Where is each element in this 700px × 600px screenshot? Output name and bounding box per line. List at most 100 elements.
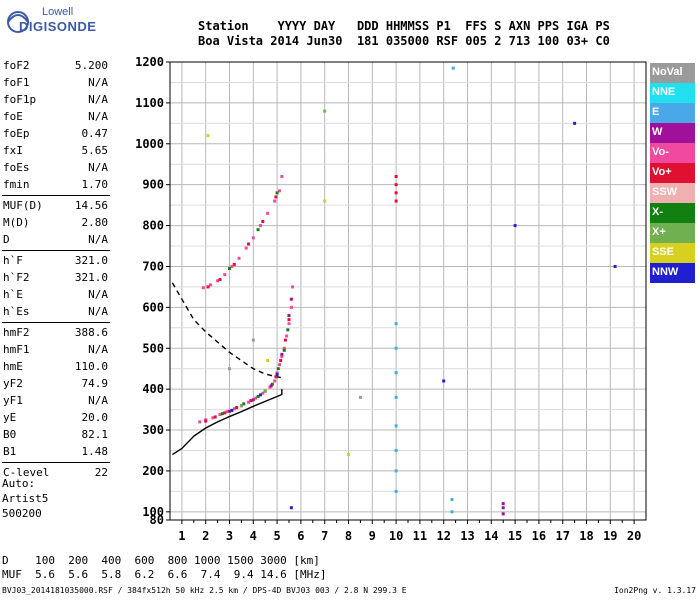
y-tick-label: 1000 bbox=[135, 137, 164, 151]
x-tick-label: 19 bbox=[603, 529, 617, 543]
param-name: C-level bbox=[3, 466, 50, 479]
param-value: 74.9 bbox=[81, 377, 109, 390]
echo-point bbox=[276, 367, 280, 371]
param-row: yE 20.0 bbox=[2, 409, 110, 426]
echo-point bbox=[613, 264, 617, 268]
echo-point bbox=[198, 420, 202, 424]
param-name: hmF2 bbox=[3, 326, 30, 339]
echo-point bbox=[266, 211, 270, 215]
echo-point bbox=[244, 246, 248, 250]
echo-point bbox=[254, 396, 258, 400]
echo-point bbox=[501, 512, 505, 516]
echo-point bbox=[450, 510, 454, 514]
echo-point bbox=[282, 346, 286, 350]
y-tick-label: 700 bbox=[142, 259, 164, 273]
echo-point bbox=[451, 66, 455, 70]
param-row: C-level 22 bbox=[2, 464, 110, 481]
param-row: hmF2 388.6 bbox=[2, 324, 110, 341]
parameters-panel: foF2 5.200 foF1 N/A foF1p N/A foE N/A foEp 0.47 fx… bbox=[2, 57, 110, 481]
param-value: 388.6 bbox=[74, 326, 108, 339]
echo-point bbox=[279, 359, 283, 363]
x-tick-label: 14 bbox=[484, 529, 498, 543]
param-row: yF2 74.9 bbox=[2, 375, 110, 392]
param-name: foF1p bbox=[3, 93, 37, 106]
param-separator bbox=[2, 195, 110, 196]
echo-point bbox=[442, 379, 446, 383]
echo-point bbox=[283, 338, 287, 342]
echo-point bbox=[208, 283, 212, 287]
param-value: N/A bbox=[88, 161, 108, 174]
param-value: N/A bbox=[88, 93, 108, 106]
echo-point bbox=[228, 267, 231, 271]
param-value: 0.47 bbox=[81, 127, 109, 140]
logo-emblem-icon bbox=[7, 11, 29, 33]
param-row: foE N/A bbox=[2, 108, 110, 125]
lowell-digisonde-logo: Lowell DIGISONDE bbox=[4, 6, 104, 46]
x-tick-label: 2 bbox=[202, 529, 209, 543]
echo-point bbox=[270, 382, 274, 386]
echo-point bbox=[280, 352, 284, 356]
param-name: h`F bbox=[3, 254, 23, 267]
param-value: N/A bbox=[88, 288, 108, 301]
x-tick-label: 13 bbox=[460, 529, 474, 543]
x-tick-label: 4 bbox=[250, 529, 257, 543]
echo-point bbox=[269, 384, 273, 388]
param-row: B1 1.48 bbox=[2, 443, 110, 460]
param-name: MUF(D) bbox=[3, 199, 43, 212]
param-name: hmF1 bbox=[3, 343, 30, 356]
echo-point bbox=[235, 406, 239, 410]
param-row: foF1 N/A bbox=[2, 74, 110, 91]
echo-point bbox=[394, 469, 398, 473]
param-value: 1.48 bbox=[81, 445, 109, 458]
param-separator bbox=[2, 250, 110, 251]
echo-point bbox=[247, 400, 251, 404]
echo-point bbox=[273, 199, 277, 203]
plot-frame bbox=[169, 61, 647, 521]
param-value: N/A bbox=[88, 305, 108, 318]
echo-point bbox=[258, 393, 262, 397]
legend-item: Vo+ bbox=[650, 163, 695, 183]
echo-point bbox=[347, 453, 350, 457]
echo-point bbox=[394, 424, 398, 428]
param-value: 20.0 bbox=[81, 411, 109, 424]
param-row: h`E N/A bbox=[2, 286, 110, 303]
echo-point bbox=[213, 415, 217, 419]
param-name: h`E bbox=[3, 288, 23, 301]
param-name: fmin bbox=[3, 178, 30, 191]
echo-point bbox=[251, 236, 255, 240]
y-tick-label: 800 bbox=[142, 219, 164, 233]
echo-point bbox=[394, 183, 398, 187]
x-tick-label: 15 bbox=[508, 529, 522, 543]
auto-line: Auto: bbox=[2, 477, 36, 490]
x-tick-label: 9 bbox=[369, 529, 376, 543]
param-name: yF1 bbox=[3, 394, 23, 407]
echo-point bbox=[275, 372, 279, 376]
param-row: foEp 0.47 bbox=[2, 125, 110, 142]
polarization-legend: NoVal NNE E W Vo- Vo+ SSW X- X+ SSE NNW bbox=[650, 63, 695, 283]
y-tick-label: 300 bbox=[142, 423, 164, 437]
echo-point bbox=[394, 346, 398, 350]
param-name: yE bbox=[3, 411, 17, 424]
echo-point bbox=[201, 286, 205, 290]
param-row: MUF(D) 14.56 bbox=[2, 197, 110, 214]
legend-item: W bbox=[650, 123, 695, 143]
param-value: N/A bbox=[88, 343, 108, 356]
echo-point bbox=[394, 371, 398, 375]
param-row: hmE 110.0 bbox=[2, 358, 110, 375]
legend-item: SSE bbox=[650, 243, 695, 263]
echo-point bbox=[230, 408, 234, 412]
param-value: N/A bbox=[88, 394, 108, 407]
y-tick-label: 1100 bbox=[135, 96, 164, 110]
echo-point bbox=[204, 419, 208, 423]
x-tick-label: 8 bbox=[345, 529, 352, 543]
echo-point bbox=[239, 404, 243, 408]
param-value: 110.0 bbox=[74, 360, 108, 373]
echo-point bbox=[261, 391, 265, 395]
echo-point bbox=[573, 121, 577, 125]
file-info: BVJ03_2014181035000.RSF / 384fx512h 50 k… bbox=[2, 586, 407, 595]
echo-point bbox=[501, 502, 505, 506]
param-name: foEs bbox=[3, 161, 30, 174]
artist-line: Artist5 bbox=[2, 492, 49, 505]
y-tick-label: 100 bbox=[142, 505, 164, 519]
echo-point bbox=[394, 322, 398, 326]
